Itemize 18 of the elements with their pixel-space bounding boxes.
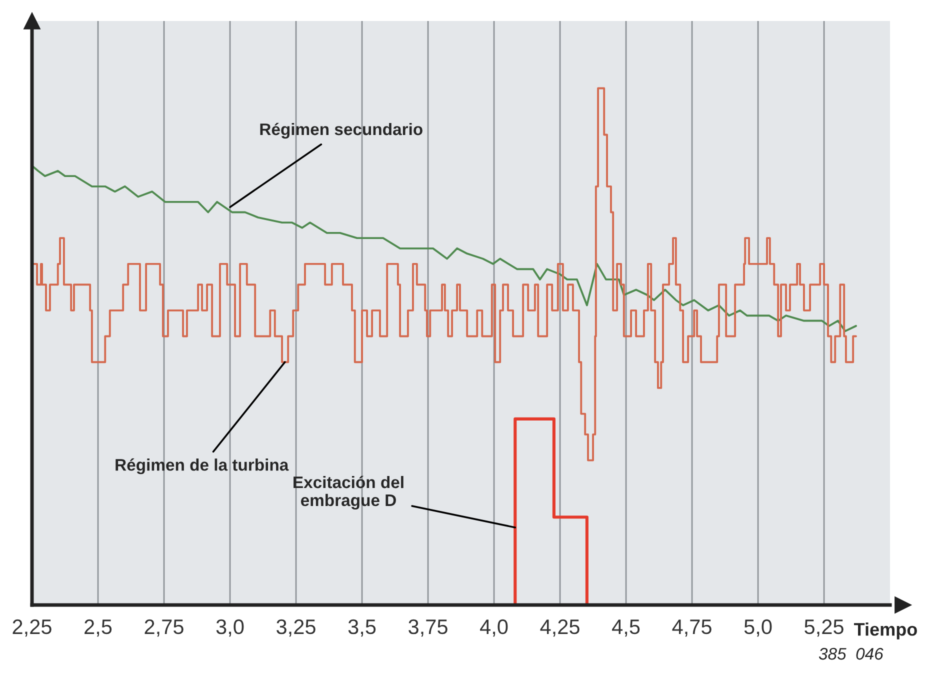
x-tick-label: 2,25: [12, 619, 52, 637]
x-axis-title: Tiempo: [854, 622, 917, 640]
x-tick-label: 3,75: [408, 619, 448, 637]
annotation: Régimen de la turbina: [116, 458, 289, 474]
x-tick-label: 2,5: [84, 619, 112, 637]
x-tick-label: 4,5: [612, 620, 640, 637]
x-tick-label: 2,75: [144, 619, 184, 637]
x-tick-label: 5,0: [744, 619, 772, 637]
x-tick-label: 3,25: [276, 619, 316, 637]
annotation: Excitación del embrague D: [294, 476, 404, 510]
x-tick-label: 4,25: [540, 619, 580, 637]
annotation: Régimen secundario: [260, 122, 422, 139]
x-tick-label: 4,75: [672, 620, 712, 637]
text: 385 046: [818, 648, 884, 660]
x-tick-label: 5,25: [804, 619, 844, 637]
x-tick-label: 3,5: [348, 619, 376, 637]
x-tick-label: 4,0: [480, 619, 508, 637]
x-tick-label: 3,0: [216, 619, 244, 637]
